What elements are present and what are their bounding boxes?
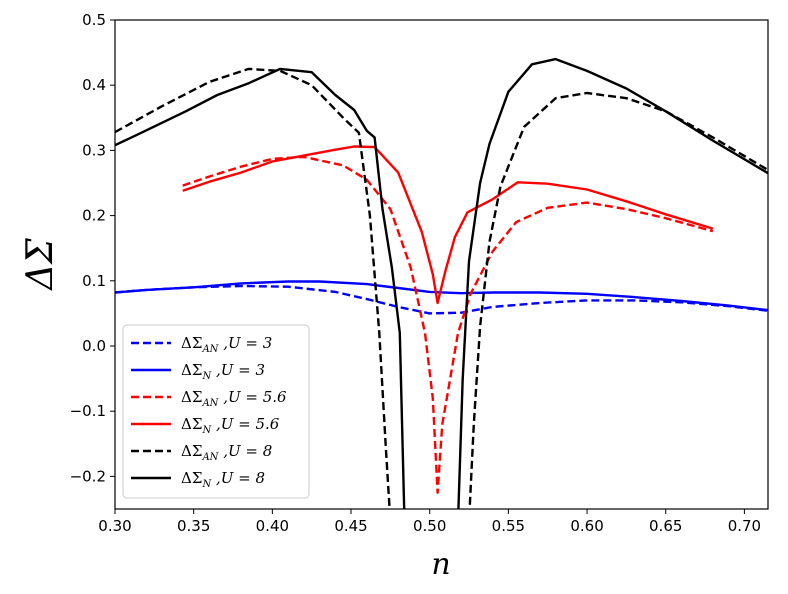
series-line-6 xyxy=(115,57,768,509)
x-tick-label: 0.70 xyxy=(728,517,761,535)
x-axis-label: n xyxy=(431,547,450,582)
y-tick-label: −0.2 xyxy=(70,467,106,485)
x-tick-label: 0.50 xyxy=(413,517,446,535)
legend: ΔΣAN ,U = 3 ΔΣN ,U = 3 ΔΣAN ,U = 5.6 ΔΣN ,U… xyxy=(122,324,310,499)
legend-label-4: ΔΣN ,U = 5.6 xyxy=(181,415,280,436)
x-tick-label: 0.60 xyxy=(570,517,603,535)
series-line-2 xyxy=(115,280,768,312)
legend-label-2: ΔΣN ,U = 3 xyxy=(181,361,265,382)
y-tick-label: 0.1 xyxy=(82,272,106,290)
y-tick-label: 0.3 xyxy=(82,141,106,159)
legend-label-1: ΔΣAN ,U = 3 xyxy=(181,334,272,355)
series-line-4 xyxy=(182,145,714,305)
ticks-layer: 0.30 0.35 0.40 0.45 0.50 0.55 0.60 0.65 0.70 −0.2… xyxy=(70,11,762,535)
series-line-1 xyxy=(115,284,768,315)
legend-box xyxy=(122,324,310,499)
legend-label-3: ΔΣAN ,U = 5.6 xyxy=(181,388,287,409)
y-tick-label: 0.2 xyxy=(82,207,106,225)
x-tick-label: 0.45 xyxy=(334,517,367,535)
x-tick-label: 0.35 xyxy=(177,517,210,535)
plot-frame xyxy=(114,19,769,510)
y-tick-label: −0.1 xyxy=(70,402,106,420)
y-axis-label: ΔΣ xyxy=(20,238,61,292)
x-tick-label: 0.65 xyxy=(649,517,682,535)
legend-label-6: ΔΣN ,U = 8 xyxy=(181,469,265,490)
x-tick-label: 0.40 xyxy=(256,517,289,535)
y-tick-label: 0.5 xyxy=(82,11,106,29)
y-tick-label: 0.0 xyxy=(82,337,106,355)
x-tick-label: 0.55 xyxy=(492,517,525,535)
y-tick-label: 0.4 xyxy=(82,76,106,94)
series-layer xyxy=(115,57,768,509)
legend-label-5: ΔΣAN ,U = 8 xyxy=(181,442,272,463)
x-tick-label: 0.30 xyxy=(98,517,131,535)
